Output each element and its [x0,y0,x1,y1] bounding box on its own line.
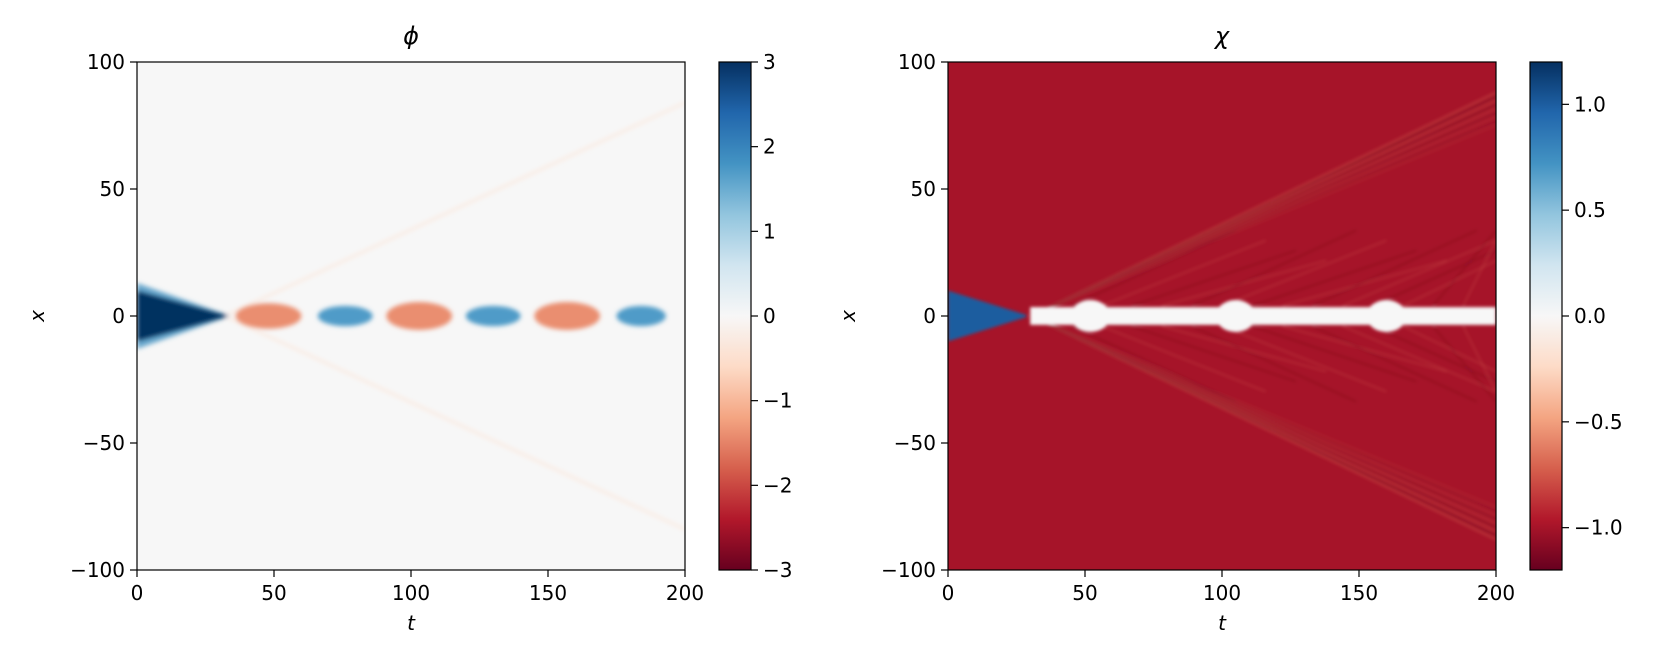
chi-colorbar-gradient [1529,61,1563,571]
phi-heatmap [137,62,685,570]
chi-title: χ [1213,22,1230,50]
phi-ytick-label: 50 [100,177,125,201]
phi-ytick-label: 100 [87,50,125,74]
phi-colorbar-tick-label: −3 [763,558,792,582]
phi-colorbar-tick-label: 0 [763,304,776,328]
phi-panel: ϕ 0 50 100 150 200 −100 −50 0 50 100 t x −3 −2 −1 0 1… [25,22,792,635]
chi-ytick-label: 50 [911,177,936,201]
phi-radiation-front [224,315,685,531]
chi-colorbar-tick-label: 0.5 [1574,198,1606,222]
phi-xlabel: t [407,611,416,635]
phi-axis-ticks: 0 50 100 150 200 −100 −50 0 50 100 [70,50,704,605]
chi-ytick-label: 0 [923,304,936,328]
chi-ytick-label: −50 [894,431,936,455]
phi-title: ϕ [403,22,419,50]
phi-xtick-label: 100 [392,581,430,605]
phi-oscillon-lobe [534,302,601,330]
chi-band-bulge [1070,300,1111,332]
phi-xtick-label: 200 [666,581,704,605]
phi-radiation-front [224,101,685,317]
phi-colorbar-tick-label: 2 [763,135,776,159]
chi-band-bulge [1366,300,1407,332]
chi-xlabel: t [1218,611,1227,635]
phi-ytick-label: −50 [83,431,125,455]
chi-radiation-wedge [1029,91,1496,541]
phi-xtick-label: 50 [261,581,286,605]
phi-initial-pulse [137,290,228,342]
phi-xtick-label: 0 [131,581,144,605]
chi-xtick-label: 150 [1340,581,1378,605]
phi-ytick-label: 0 [112,304,125,328]
phi-ylabel: x [25,310,49,323]
chi-ytick-label: 100 [898,50,936,74]
phi-xtick-label: 150 [529,581,567,605]
phi-oscillon-lobe [616,305,666,327]
chi-xtick-label: 200 [1477,581,1515,605]
chi-colorbar: −1.0 −0.5 0.0 0.5 1.0 [1529,61,1623,571]
chi-ytick-label: −100 [881,558,936,582]
phi-oscillon-lobe [317,305,373,327]
chi-colorbar-tick-label: 1.0 [1574,92,1606,116]
phi-colorbar-tick-label: 3 [763,50,776,74]
chi-band-bulge [1215,300,1256,332]
chi-xtick-label: 50 [1072,581,1097,605]
phi-colorbar: −3 −2 −1 0 1 2 3 [718,50,792,582]
phi-ytick-label: −100 [70,558,125,582]
chi-heatmap [948,62,1496,570]
phi-oscillon-lobe [465,305,521,327]
phi-oscillon-lobe [235,303,302,329]
chi-xtick-label: 100 [1203,581,1241,605]
chi-axis-ticks: 0 50 100 150 200 −100 −50 0 50 100 [881,50,1515,605]
phi-colorbar-gradient [718,61,752,571]
phi-oscillon-lobe [386,302,453,330]
phi-colorbar-tick-label: −1 [763,389,792,413]
chi-initial-pulse [948,290,1028,342]
chi-xtick-label: 0 [942,581,955,605]
chi-ylabel: x [836,310,860,323]
chi-colorbar-tick-label: 0.0 [1574,304,1606,328]
chi-panel: χ 0 50 100 150 200 −100 −50 0 50 100 t x −1.0 −0.5… [836,22,1623,635]
chi-colorbar-tick-label: −0.5 [1574,410,1623,434]
phi-colorbar-tick-label: 1 [763,219,776,243]
phi-colorbar-tick-label: −2 [763,473,792,497]
chi-colorbar-tick-label: −1.0 [1574,516,1623,540]
